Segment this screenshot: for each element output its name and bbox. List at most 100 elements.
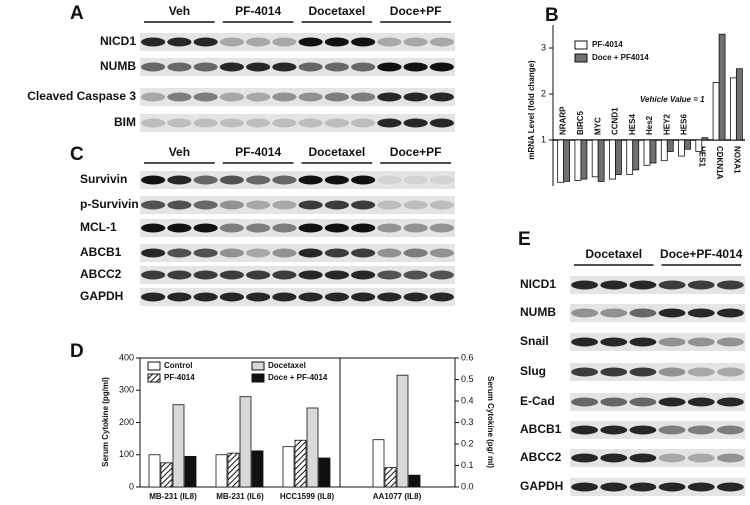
x-tick-label: NRARP	[559, 106, 568, 135]
panel-label: E	[518, 229, 531, 250]
bar	[632, 139, 640, 171]
y-tick-label: 400	[119, 352, 134, 362]
band	[403, 200, 428, 210]
y2-tick-label: 0.1	[461, 460, 474, 470]
band	[571, 280, 598, 290]
y-axis-label: Serum Cytokine (pg/ml)	[101, 377, 110, 467]
bar	[729, 77, 737, 141]
legend-swatch	[574, 40, 588, 50]
band	[429, 200, 454, 210]
band	[193, 118, 218, 128]
band	[351, 62, 376, 72]
band	[351, 292, 376, 302]
band	[219, 92, 244, 102]
band	[717, 482, 744, 492]
bar	[172, 404, 185, 488]
band	[219, 292, 244, 302]
y-axis-label: mRNA Level (fold change)	[527, 60, 536, 160]
x-tick-label: HEY2	[662, 114, 671, 135]
band	[272, 292, 297, 302]
band	[141, 92, 166, 102]
band	[167, 223, 192, 233]
band	[219, 223, 244, 233]
band	[324, 270, 349, 280]
row-label: Survivin	[80, 172, 127, 186]
band	[629, 337, 657, 347]
band	[403, 292, 428, 302]
band	[429, 270, 454, 280]
bar	[701, 137, 709, 141]
legend-swatch	[251, 373, 265, 383]
band	[687, 425, 715, 435]
band	[351, 270, 376, 280]
blot-strip	[140, 88, 455, 106]
row-label: E-Cad	[520, 394, 555, 408]
band	[246, 292, 271, 302]
band	[324, 37, 349, 47]
band	[246, 248, 271, 258]
bar	[597, 139, 605, 182]
x-tick-label: CCND1	[611, 107, 620, 135]
panel-label: C	[70, 144, 84, 165]
band	[377, 37, 402, 47]
band	[429, 92, 454, 102]
bar	[557, 139, 565, 183]
blot-strip	[140, 33, 455, 51]
band	[193, 270, 218, 280]
band	[246, 175, 271, 185]
legend-swatch	[574, 53, 588, 63]
band	[324, 200, 349, 210]
legend-label: Doce + PF4014	[592, 53, 649, 62]
bar	[563, 139, 571, 182]
band	[141, 292, 166, 302]
band	[167, 37, 192, 47]
legend-label: Docetaxel	[268, 361, 306, 370]
group-header: Doce+PF-4014	[660, 247, 743, 261]
bar	[184, 455, 197, 488]
band	[272, 92, 297, 102]
row-label: Snail	[520, 334, 549, 348]
band	[687, 337, 715, 347]
group-header: PF-4014	[235, 145, 281, 159]
band	[377, 200, 402, 210]
row-label: NUMB	[520, 305, 556, 319]
band	[377, 223, 402, 233]
panel-label: D	[70, 341, 84, 362]
band	[298, 175, 323, 185]
band	[298, 223, 323, 233]
band	[429, 37, 454, 47]
bar	[318, 457, 331, 488]
band	[600, 308, 628, 318]
bar	[408, 474, 421, 488]
band	[219, 62, 244, 72]
blot-strip	[140, 288, 455, 306]
bar	[148, 454, 161, 488]
y-tick-label: 200	[119, 417, 134, 427]
band	[629, 425, 657, 435]
bar	[615, 139, 622, 175]
band	[141, 62, 166, 72]
band	[600, 280, 628, 290]
bar	[282, 446, 295, 488]
y2-tick-label: 0.0	[461, 481, 474, 491]
band	[219, 175, 244, 185]
x-tick-label: Hes2	[645, 115, 654, 135]
band	[717, 397, 744, 407]
band	[403, 248, 428, 258]
band	[193, 248, 218, 258]
group-header: Docetaxel	[309, 4, 366, 18]
band	[324, 92, 349, 102]
band	[167, 62, 192, 72]
legend-label: PF-4014	[164, 373, 195, 382]
group-header: Docetaxel	[585, 247, 642, 261]
band	[193, 175, 218, 185]
band	[629, 453, 657, 463]
band	[193, 92, 218, 102]
x-tick-label: HES4	[628, 114, 637, 135]
x-tick-label: HES1	[698, 146, 707, 167]
band	[377, 292, 402, 302]
band	[298, 37, 323, 47]
band	[351, 118, 376, 128]
